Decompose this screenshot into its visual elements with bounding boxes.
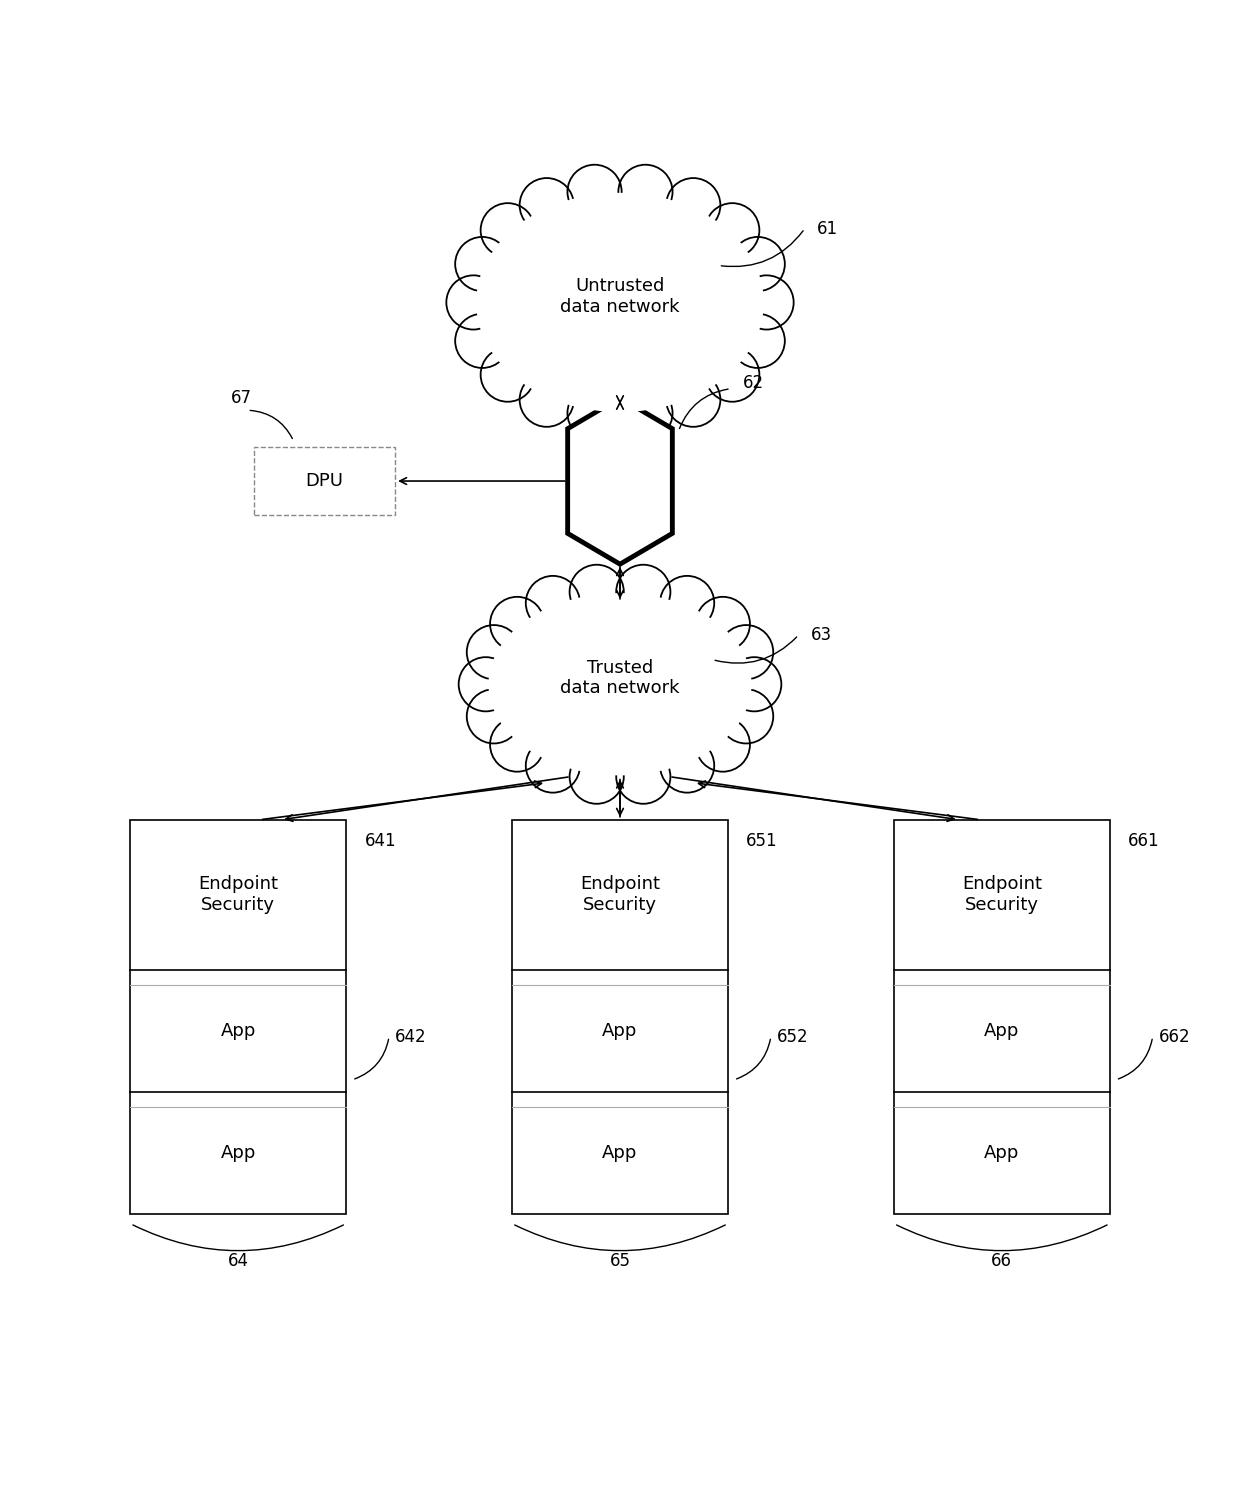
Text: 63: 63 xyxy=(811,626,832,644)
Text: 652: 652 xyxy=(777,1027,808,1045)
Ellipse shape xyxy=(476,193,764,412)
Circle shape xyxy=(706,203,759,257)
Text: 62: 62 xyxy=(743,373,764,391)
Circle shape xyxy=(526,576,580,630)
Circle shape xyxy=(455,314,510,368)
Text: Trusted
data network: Trusted data network xyxy=(560,659,680,698)
Text: Endpoint
Security: Endpoint Security xyxy=(198,875,278,914)
Text: 67: 67 xyxy=(231,390,252,408)
Text: 641: 641 xyxy=(365,832,396,850)
Circle shape xyxy=(481,203,534,257)
Circle shape xyxy=(490,717,544,772)
Circle shape xyxy=(446,275,501,329)
Circle shape xyxy=(568,165,621,220)
FancyBboxPatch shape xyxy=(894,820,1110,1214)
Text: 66: 66 xyxy=(991,1251,1012,1269)
Circle shape xyxy=(466,626,521,680)
Circle shape xyxy=(466,689,521,743)
Circle shape xyxy=(730,238,785,292)
Circle shape xyxy=(666,373,720,427)
Circle shape xyxy=(696,717,750,772)
Text: 661: 661 xyxy=(1128,832,1159,850)
Circle shape xyxy=(696,597,750,651)
Circle shape xyxy=(520,177,574,232)
Text: App: App xyxy=(603,1143,637,1161)
Circle shape xyxy=(730,314,785,368)
Circle shape xyxy=(619,165,672,220)
Circle shape xyxy=(616,749,671,803)
Circle shape xyxy=(569,564,624,620)
Circle shape xyxy=(616,564,671,620)
Ellipse shape xyxy=(472,579,768,790)
Text: App: App xyxy=(985,1143,1019,1161)
Circle shape xyxy=(666,177,720,232)
Text: App: App xyxy=(221,1021,255,1039)
Text: DPU: DPU xyxy=(305,472,343,490)
FancyBboxPatch shape xyxy=(512,820,728,1214)
Text: 642: 642 xyxy=(396,1027,427,1045)
Circle shape xyxy=(719,626,774,680)
Circle shape xyxy=(459,657,513,711)
Text: 651: 651 xyxy=(746,832,777,850)
Circle shape xyxy=(490,597,544,651)
Text: Endpoint
Security: Endpoint Security xyxy=(580,875,660,914)
Circle shape xyxy=(719,689,774,743)
Text: 64: 64 xyxy=(228,1251,249,1269)
Text: 61: 61 xyxy=(817,220,838,238)
Text: Endpoint
Security: Endpoint Security xyxy=(962,875,1042,914)
Circle shape xyxy=(481,347,534,402)
Circle shape xyxy=(520,373,574,427)
Ellipse shape xyxy=(460,179,780,426)
Text: 662: 662 xyxy=(1159,1027,1190,1045)
FancyBboxPatch shape xyxy=(130,820,346,1214)
Circle shape xyxy=(660,738,714,793)
Text: App: App xyxy=(221,1143,255,1161)
Circle shape xyxy=(727,657,781,711)
Text: App: App xyxy=(985,1021,1019,1039)
Circle shape xyxy=(706,347,759,402)
Circle shape xyxy=(569,749,624,803)
Circle shape xyxy=(568,387,621,441)
Circle shape xyxy=(455,238,510,292)
Ellipse shape xyxy=(489,593,751,776)
Circle shape xyxy=(660,576,714,630)
Polygon shape xyxy=(568,399,672,564)
Text: 65: 65 xyxy=(610,1251,630,1269)
Text: Untrusted
data network: Untrusted data network xyxy=(560,277,680,316)
Circle shape xyxy=(739,275,794,329)
FancyBboxPatch shape xyxy=(253,447,396,514)
Circle shape xyxy=(526,738,580,793)
Text: App: App xyxy=(603,1021,637,1039)
Circle shape xyxy=(619,387,672,441)
